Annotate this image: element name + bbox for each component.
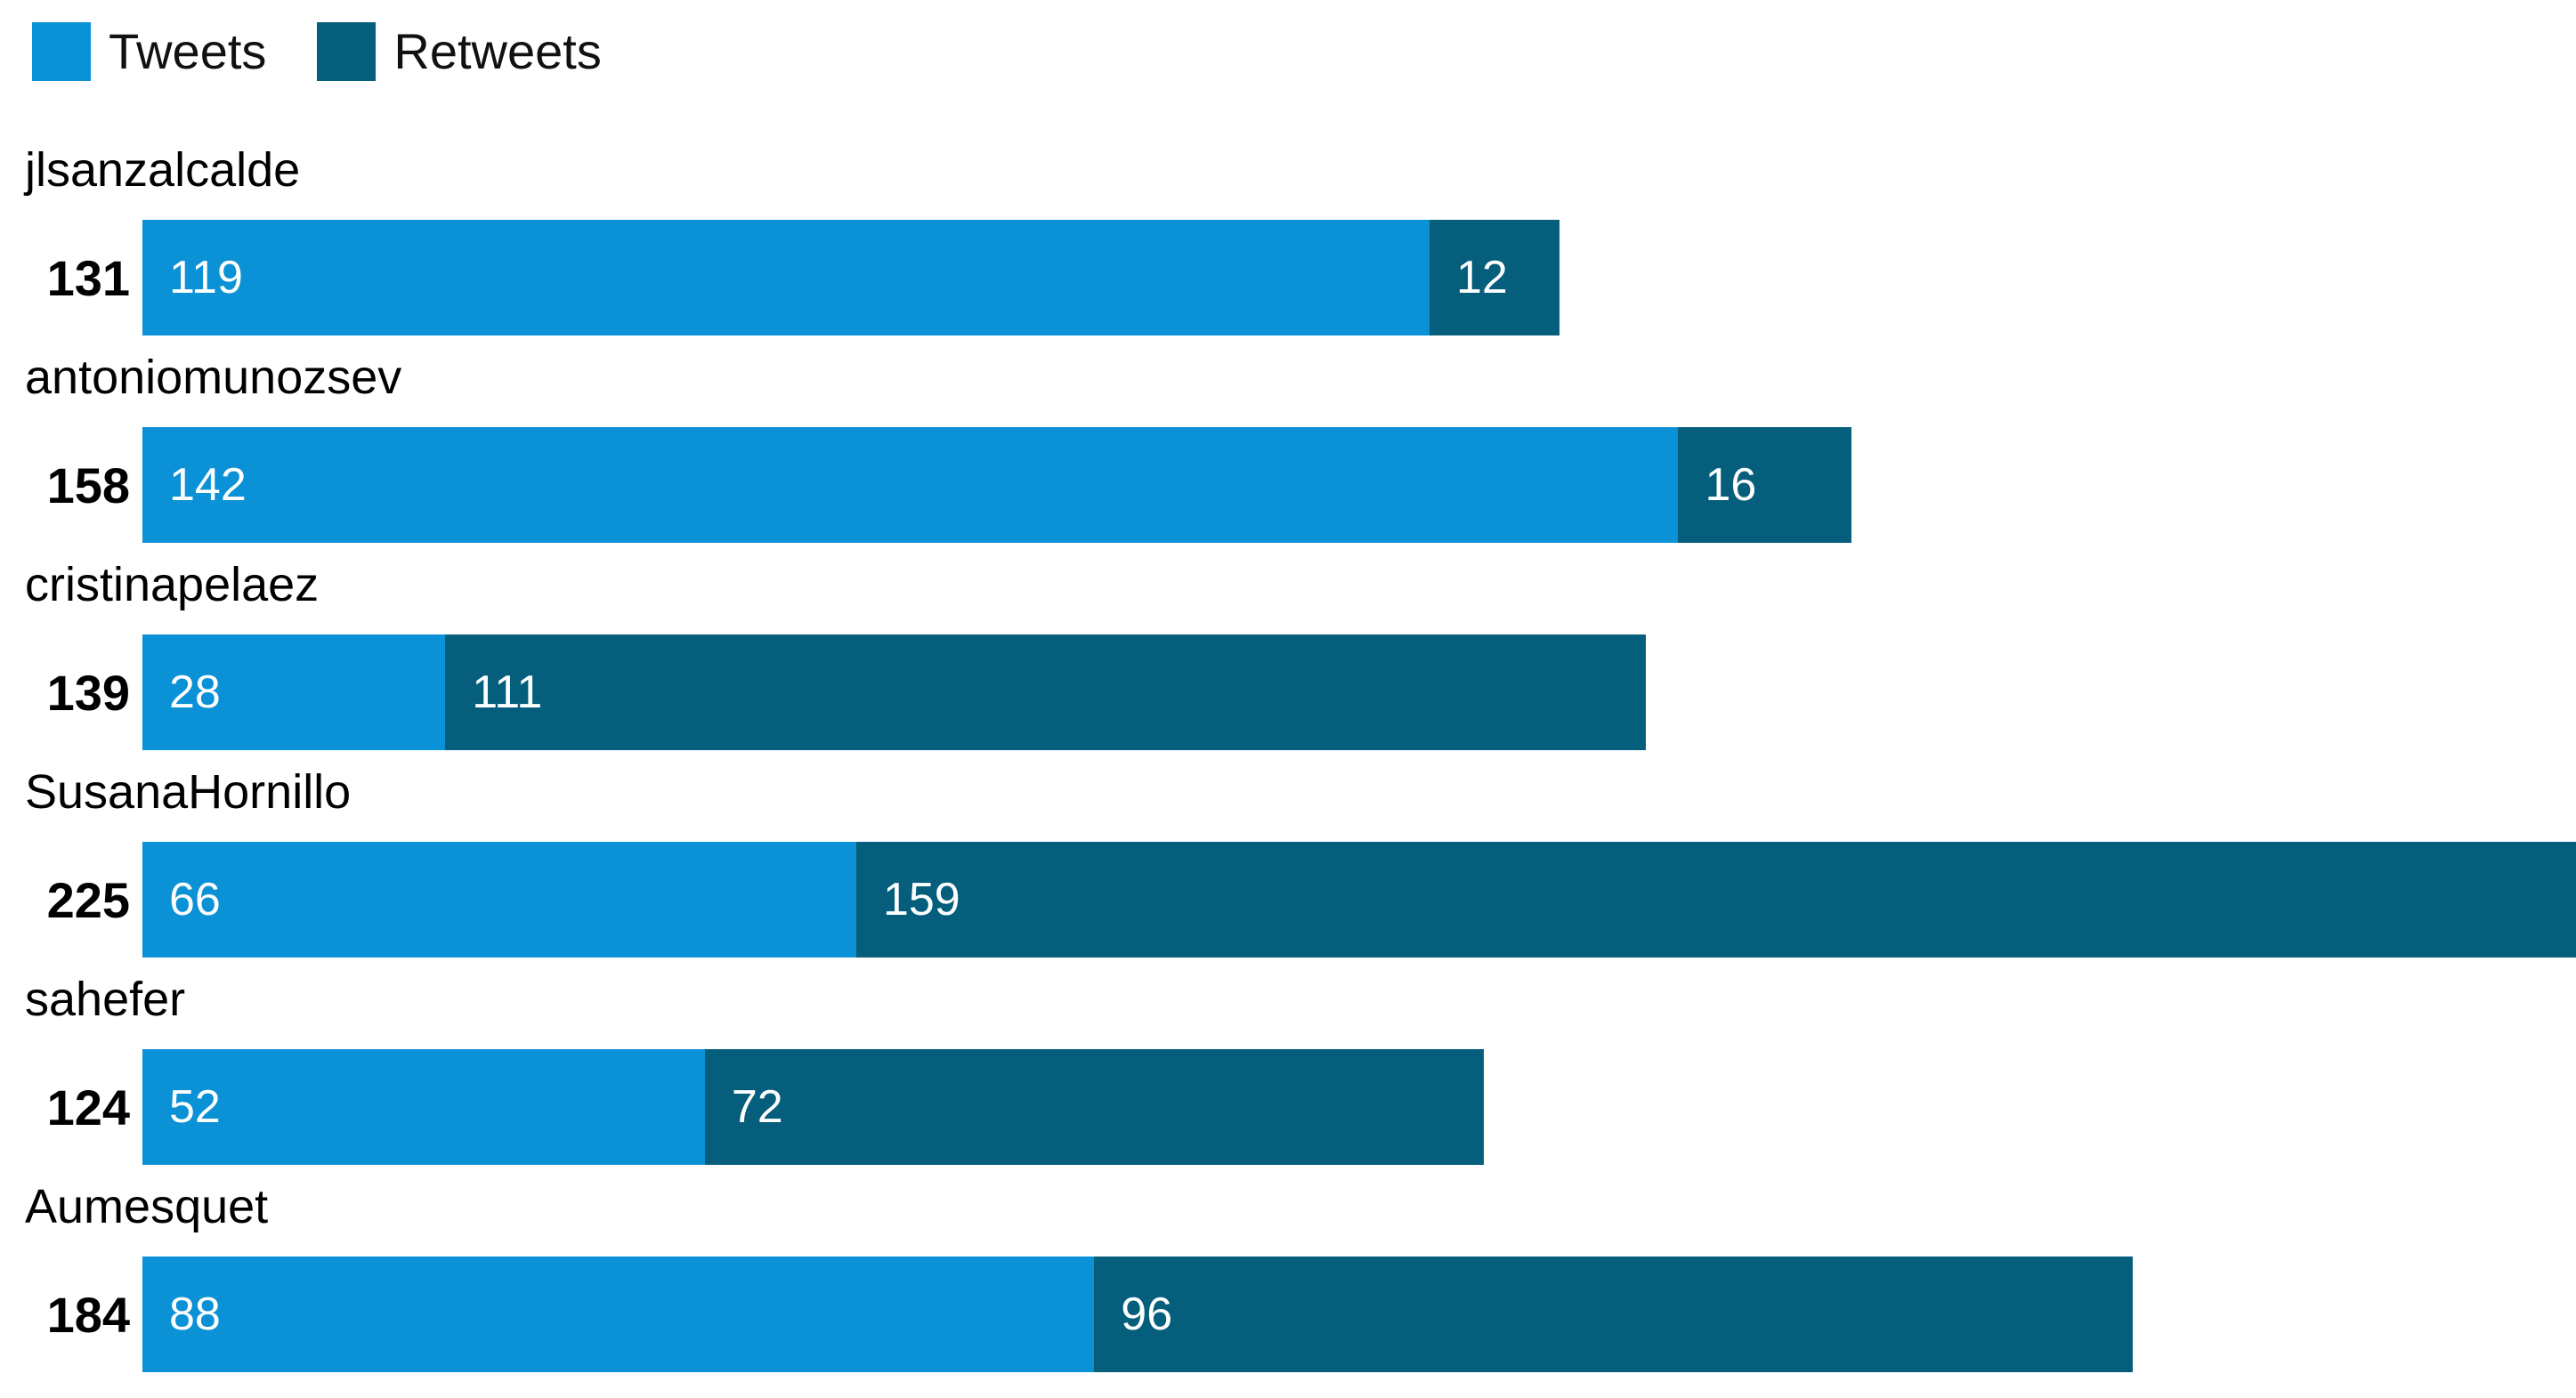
row-total: 158	[46, 457, 130, 513]
tweets-segment: 66	[142, 842, 856, 958]
row-username: antoniomunozsev	[25, 351, 402, 404]
legend: Tweets Retweets	[0, 21, 2576, 81]
bar-line: 124 52 72	[0, 1049, 2576, 1165]
chart-row: SusanaHornillo 225 66 159	[0, 764, 2576, 958]
chart-row: Aumesquet 184 88 96	[0, 1178, 2576, 1372]
stacked-bar: 52 72	[142, 1049, 2576, 1165]
tweets-value: 28	[169, 667, 221, 718]
tweets-value: 88	[169, 1289, 221, 1340]
stacked-bar: 88 96	[142, 1257, 2576, 1372]
chart-row: sahefer 124 52 72	[0, 971, 2576, 1165]
tweets-segment: 142	[142, 427, 1679, 543]
row-total: 124	[46, 1079, 130, 1135]
tweets-legend-label: Tweets	[109, 22, 267, 79]
tweets-segment: 28	[142, 634, 446, 750]
row-total: 139	[46, 664, 130, 721]
legend-item-retweets: Retweets	[317, 21, 602, 81]
bar-line: 131 119 12	[0, 220, 2576, 335]
retweets-segment: 72	[704, 1049, 1484, 1165]
retweets-segment: 159	[855, 842, 2576, 958]
retweets-segment: 96	[1094, 1257, 2133, 1372]
retweets-segment: 111	[445, 634, 1646, 750]
retweets-value: 159	[882, 874, 960, 925]
stacked-bar: 28 111	[142, 634, 2576, 750]
row-total: 184	[46, 1286, 130, 1343]
stacked-bar: 119 12	[142, 220, 2576, 335]
retweets-value: 16	[1705, 459, 1757, 511]
stacked-bar: 66 159	[142, 842, 2576, 958]
tweets-value: 66	[169, 874, 221, 925]
retweets-value: 111	[472, 667, 543, 718]
bar-line: 184 88 96	[0, 1257, 2576, 1372]
row-total: 225	[46, 871, 130, 928]
row-username: SusanaHornillo	[25, 765, 352, 819]
bar-line: 139 28 111	[0, 634, 2576, 750]
row-username: jlsanzalcalde	[25, 143, 301, 197]
row-username: sahefer	[25, 973, 186, 1026]
retweets-legend-swatch-icon	[317, 21, 377, 81]
bar-line: 158 142 16	[0, 427, 2576, 543]
retweets-segment: 16	[1678, 427, 1851, 543]
retweets-legend-label: Retweets	[393, 22, 602, 79]
chart-rows: jlsanzalcalde 131 119 12 antoniomunozsev…	[0, 141, 2576, 1372]
retweets-segment: 12	[1429, 220, 1559, 335]
tweets-value: 119	[169, 252, 243, 303]
tweets-value: 52	[169, 1081, 221, 1133]
bar-line: 225 66 159	[0, 842, 2576, 958]
tweets-segment: 52	[142, 1049, 705, 1165]
row-username: cristinapelaez	[25, 558, 320, 611]
chart-row: cristinapelaez 139 28 111	[0, 556, 2576, 750]
row-username: Aumesquet	[25, 1180, 269, 1233]
retweets-value: 12	[1455, 252, 1508, 303]
tweets-value: 142	[169, 459, 247, 511]
chart-row: jlsanzalcalde 131 119 12	[0, 141, 2576, 335]
stacked-bar: 142 16	[142, 427, 2576, 543]
retweets-value: 96	[1121, 1289, 1173, 1340]
tweets-legend-swatch-icon	[32, 21, 91, 81]
row-total: 131	[46, 249, 130, 306]
stacked-bar-chart: Tweets Retweets jlsanzalcalde 131 119 12…	[0, 21, 2576, 1372]
chart-row: antoniomunozsev 158 142 16	[0, 349, 2576, 543]
tweets-segment: 88	[142, 1257, 1095, 1372]
retweets-value: 72	[731, 1081, 783, 1133]
tweets-segment: 119	[142, 220, 1430, 335]
legend-item-tweets: Tweets	[32, 21, 267, 81]
